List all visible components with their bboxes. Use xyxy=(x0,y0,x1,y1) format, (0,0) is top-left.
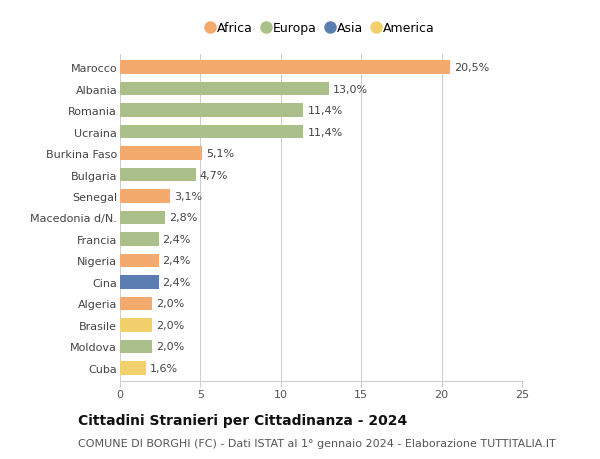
Text: 2,0%: 2,0% xyxy=(156,299,184,309)
Bar xyxy=(120,297,152,310)
Bar xyxy=(120,147,202,160)
Bar xyxy=(120,62,449,75)
Text: 2,0%: 2,0% xyxy=(156,341,184,352)
Text: COMUNE DI BORGHI (FC) - Dati ISTAT al 1° gennaio 2024 - Elaborazione TUTTITALIA.: COMUNE DI BORGHI (FC) - Dati ISTAT al 1°… xyxy=(78,438,556,448)
Text: 2,4%: 2,4% xyxy=(163,235,191,245)
Text: 2,4%: 2,4% xyxy=(163,277,191,287)
Text: 4,7%: 4,7% xyxy=(200,170,228,180)
Text: 2,4%: 2,4% xyxy=(163,256,191,266)
Bar xyxy=(120,83,329,96)
Legend: Africa, Europa, Asia, America: Africa, Europa, Asia, America xyxy=(207,22,435,35)
Text: 5,1%: 5,1% xyxy=(206,149,234,159)
Bar xyxy=(120,319,152,332)
Text: 20,5%: 20,5% xyxy=(454,63,489,73)
Text: 3,1%: 3,1% xyxy=(174,191,202,202)
Bar xyxy=(120,104,304,118)
Text: 13,0%: 13,0% xyxy=(333,84,368,95)
Bar xyxy=(120,212,165,224)
Text: 1,6%: 1,6% xyxy=(150,363,178,373)
Bar xyxy=(120,276,158,289)
Text: 11,4%: 11,4% xyxy=(307,106,343,116)
Text: Cittadini Stranieri per Cittadinanza - 2024: Cittadini Stranieri per Cittadinanza - 2… xyxy=(78,414,407,428)
Text: 2,0%: 2,0% xyxy=(156,320,184,330)
Text: 11,4%: 11,4% xyxy=(307,127,343,137)
Bar xyxy=(120,190,170,203)
Bar xyxy=(120,340,152,353)
Bar xyxy=(120,168,196,182)
Bar xyxy=(120,361,146,375)
Bar xyxy=(120,126,304,139)
Text: 2,8%: 2,8% xyxy=(169,213,197,223)
Bar xyxy=(120,254,158,268)
Bar xyxy=(120,233,158,246)
